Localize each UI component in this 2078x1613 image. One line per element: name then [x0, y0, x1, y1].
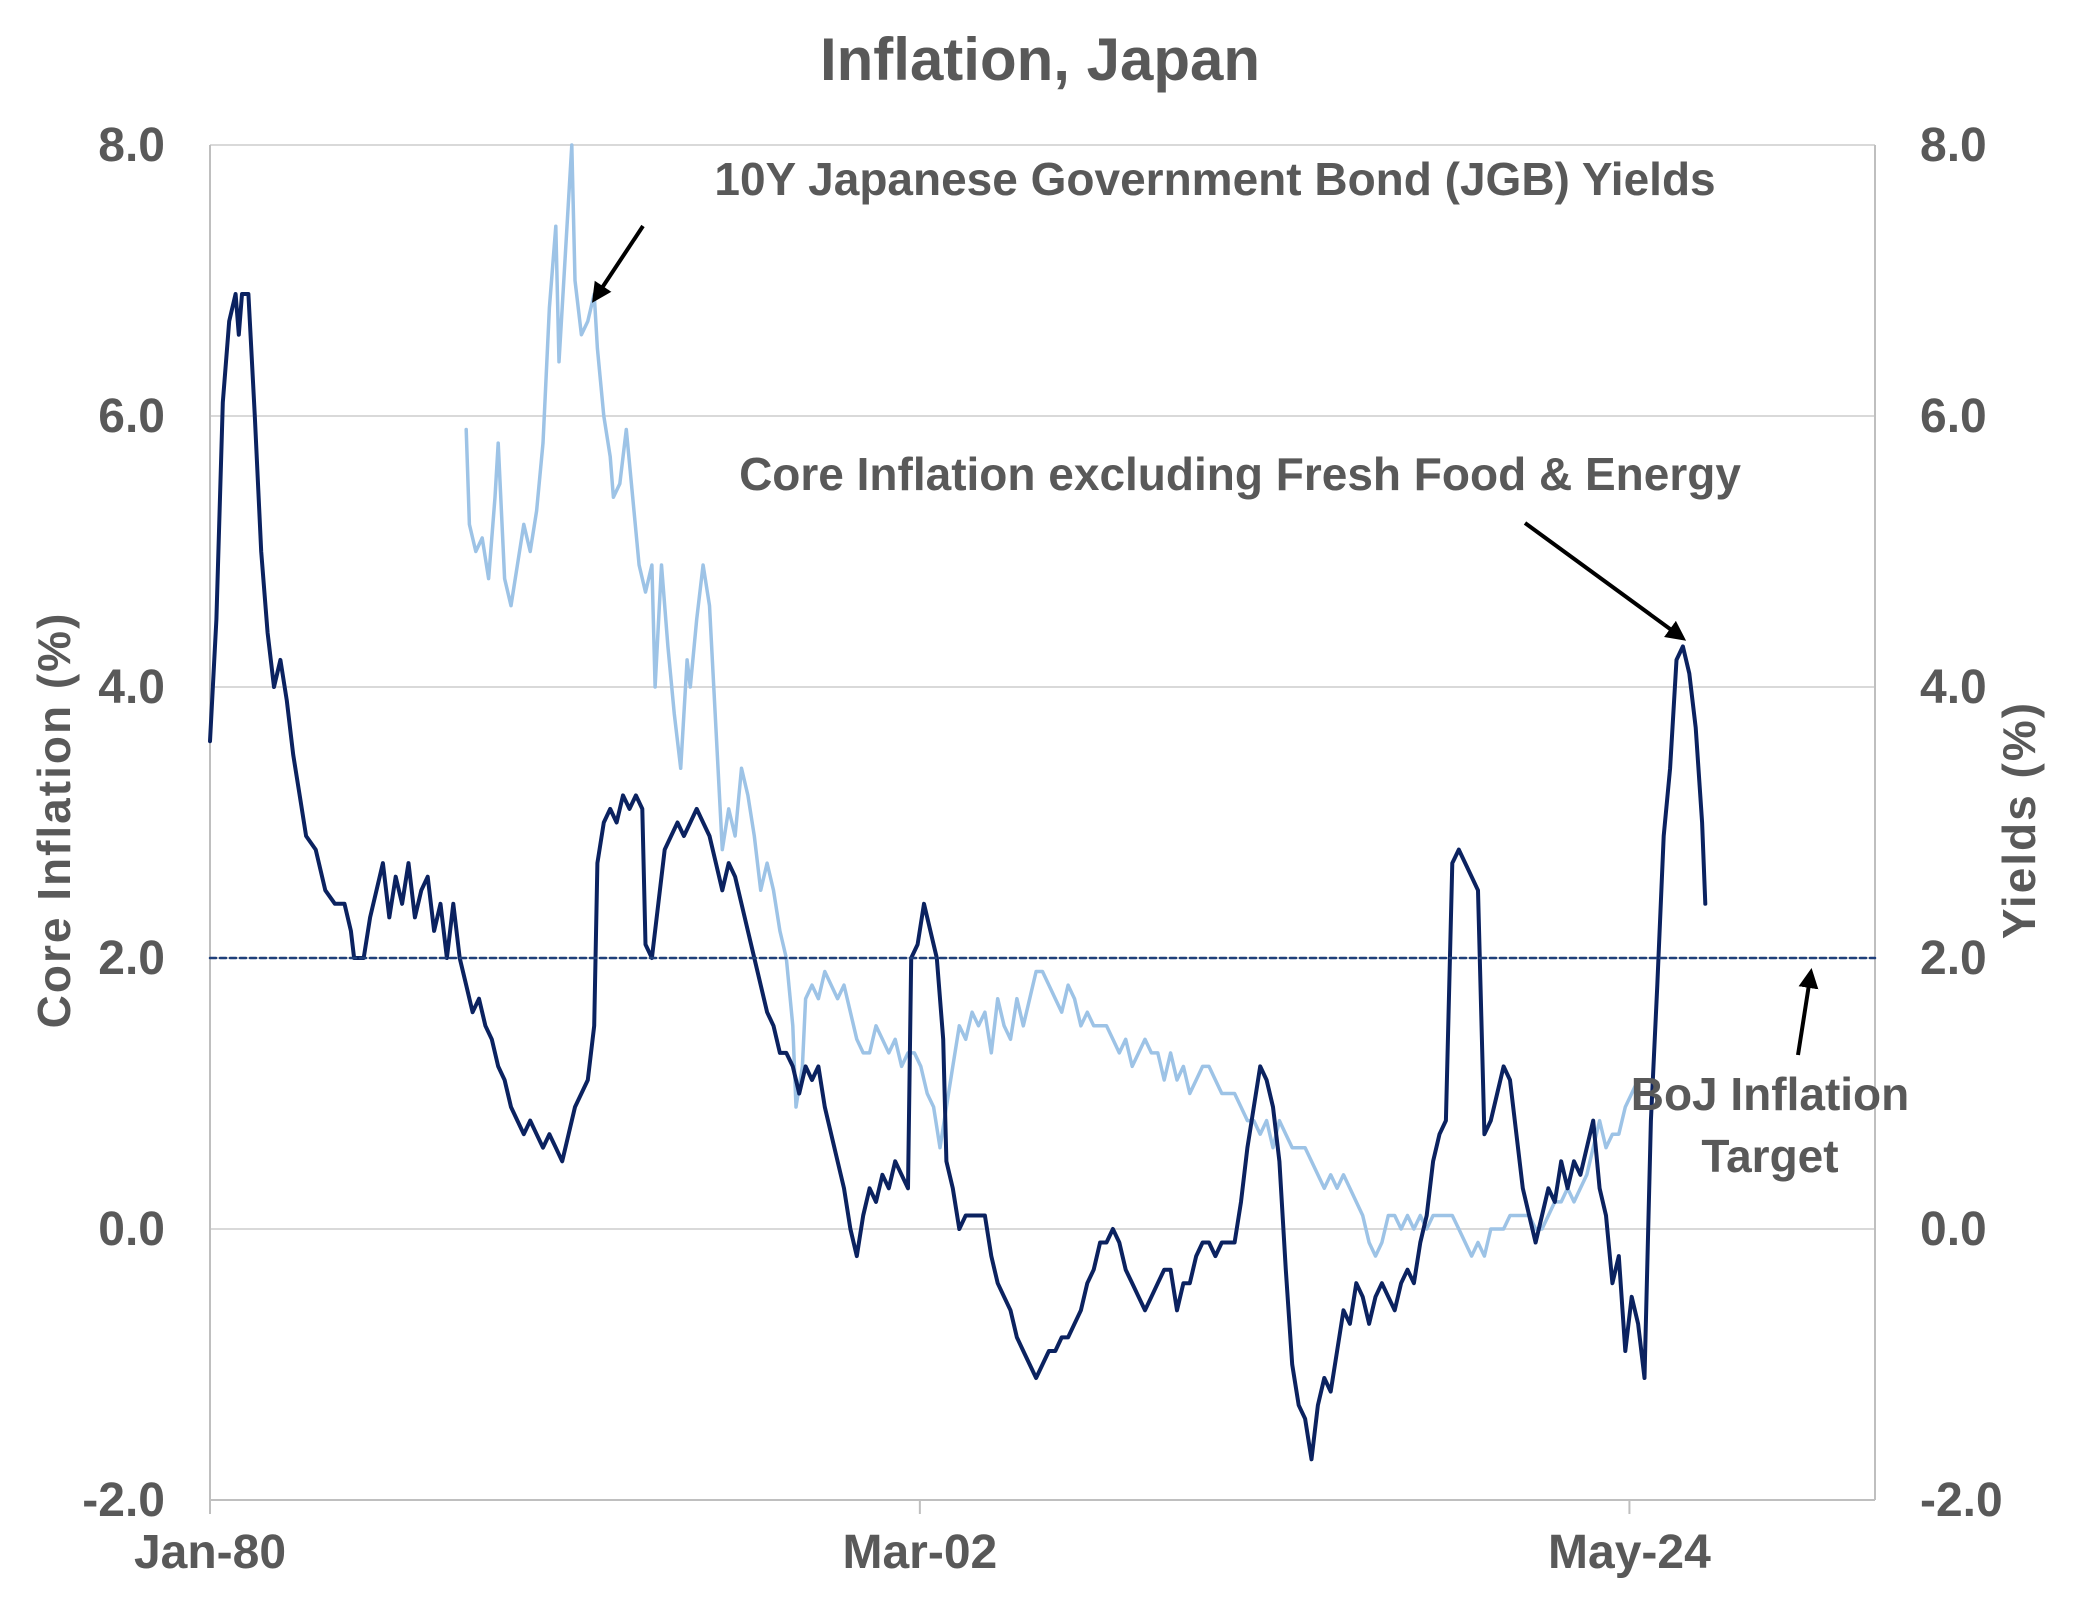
- annotation-arrow: [592, 224, 645, 303]
- core-inflation-line: [208, 292, 1708, 1462]
- y-right-tick-label: 2.0: [1920, 932, 1987, 985]
- annotation-label: Target: [1701, 1130, 1838, 1182]
- x-tick-label: May-24: [1548, 1526, 1711, 1579]
- y-left-tick-label: 8.0: [98, 119, 165, 172]
- gridlines: [210, 144, 1875, 1501]
- y-left-tick-label: 4.0: [98, 661, 165, 714]
- chart-title: Inflation, Japan: [820, 26, 1260, 93]
- left-axis-title: Core Inflation (%): [28, 612, 80, 1029]
- annotations: 10Y Japanese Government Bond (JGB) Yield…: [592, 153, 1910, 1182]
- y-left-tick-label: 0.0: [98, 1203, 165, 1256]
- annotation-arrow: [1523, 521, 1687, 641]
- y-left-tick-label: -2.0: [82, 1474, 165, 1527]
- axes: [209, 145, 1876, 1514]
- y-right-tick-label: 4.0: [1920, 661, 1987, 714]
- y-right-tick-label: 8.0: [1920, 119, 1987, 172]
- x-tick-label: Mar-02: [842, 1526, 997, 1579]
- y-right-tick-label: 0.0: [1920, 1203, 1987, 1256]
- jgb-yield-line: [464, 143, 1640, 1258]
- y-left-tick-label: 2.0: [98, 932, 165, 985]
- tick-labels: -2.0 -2.0 0.0 0.0 2.0 2.0 4.0 4.0 6.0 6.0 8.0 8.0 Ja…: [82, 119, 2002, 1579]
- y-right-tick-label: 6.0: [1920, 390, 1987, 443]
- x-tick-label: Jan-80: [134, 1526, 286, 1579]
- series-layer: [208, 143, 1877, 1462]
- annotation-label: Core Inflation excluding Fresh Food & En…: [739, 448, 1741, 500]
- annotation-arrow: [1796, 968, 1819, 1056]
- annotation-label: 10Y Japanese Government Bond (JGB) Yield…: [714, 153, 1715, 205]
- y-right-tick-label: -2.0: [1920, 1474, 2003, 1527]
- annotation-label: BoJ Inflation: [1631, 1068, 1910, 1120]
- right-axis-title: Yields (%): [1993, 701, 2045, 939]
- y-left-tick-label: 6.0: [98, 390, 165, 443]
